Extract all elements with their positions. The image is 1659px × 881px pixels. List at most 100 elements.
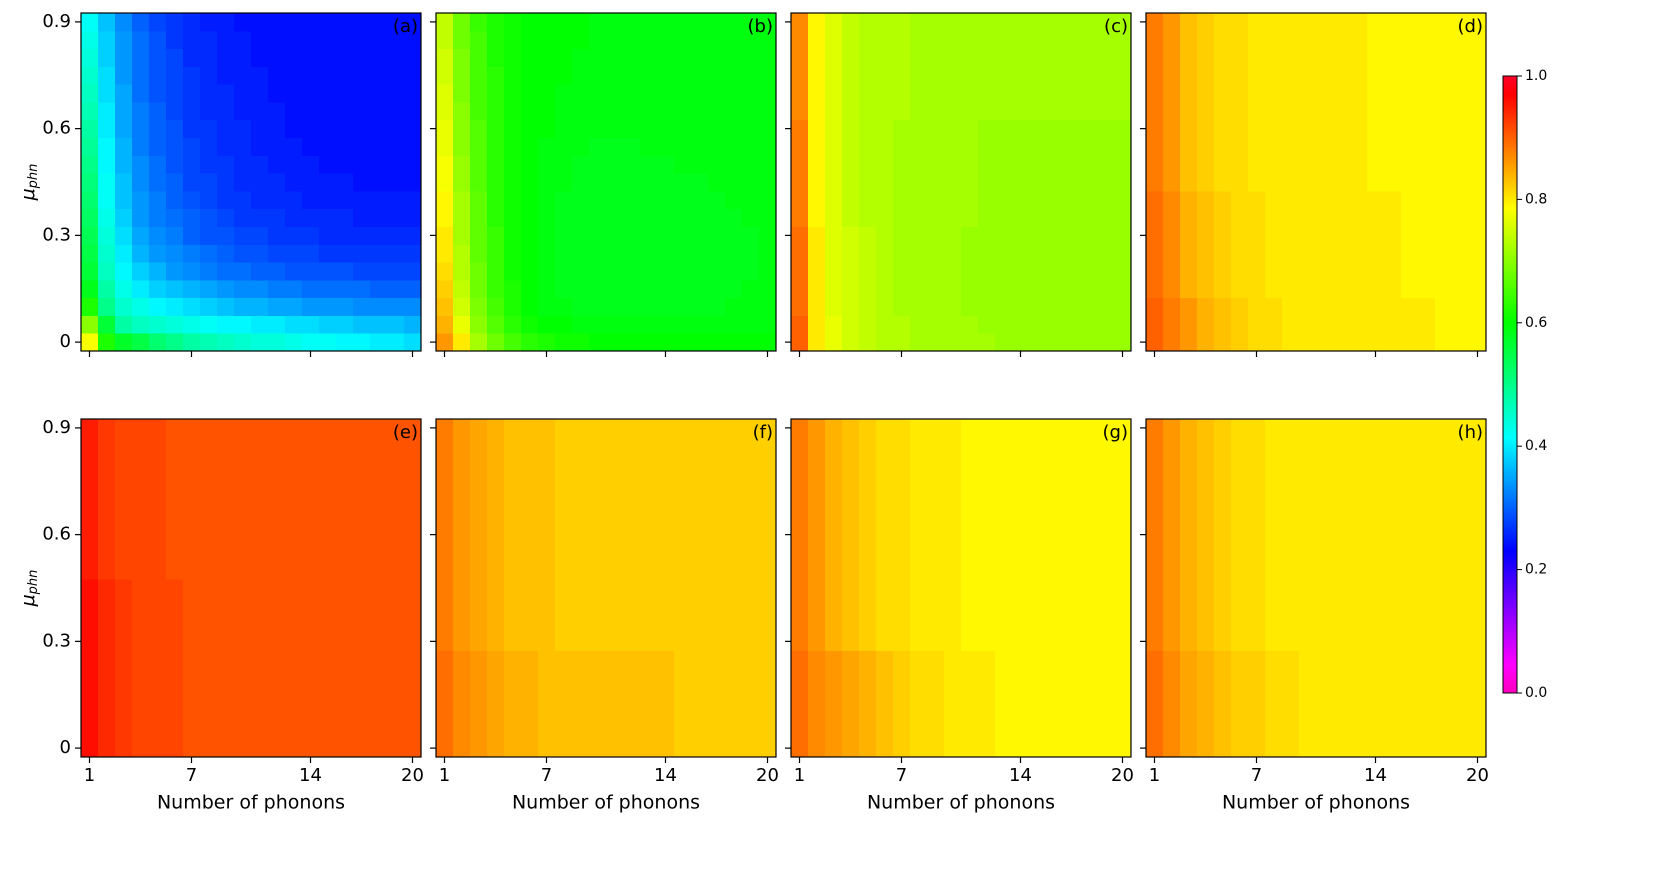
heatmap-cell <box>623 739 641 758</box>
heatmap-cell <box>1469 101 1487 121</box>
heatmap-cell <box>132 454 150 473</box>
heatmap-cell <box>217 13 235 32</box>
heatmap-cell <box>725 262 743 281</box>
heatmap-cell <box>1231 454 1249 473</box>
heatmap-cell <box>708 155 726 174</box>
heatmap-cell <box>825 119 843 139</box>
heatmap-cell <box>859 137 877 156</box>
heatmap-cell <box>759 525 777 545</box>
heatmap-cell <box>1282 703 1300 722</box>
heatmap-cell <box>791 490 809 509</box>
heatmap-cell <box>183 739 201 758</box>
heatmap-cell <box>944 419 962 438</box>
heatmap-cell <box>387 436 405 456</box>
heatmap-cell <box>589 155 607 174</box>
heatmap-cell <box>876 279 894 299</box>
heatmap-cell <box>453 525 471 545</box>
heatmap-cell <box>725 173 743 192</box>
heatmap-cell <box>487 297 505 316</box>
heatmap-cell <box>1046 315 1064 334</box>
heatmap-cell <box>353 454 371 473</box>
heatmap-cell <box>1097 190 1115 210</box>
heatmap-cell <box>555 650 573 669</box>
heatmap-cell <box>1231 419 1249 438</box>
heatmap-cell <box>927 490 945 509</box>
heatmap-cell <box>1197 333 1215 352</box>
heatmap-cell <box>759 137 777 156</box>
heatmap-cell <box>691 190 709 210</box>
heatmap-cell <box>1063 668 1081 687</box>
heatmap-cell <box>791 632 809 651</box>
heatmap-cell <box>1080 632 1098 651</box>
heatmap-cell <box>1114 262 1132 281</box>
heatmap-cell <box>1265 632 1283 651</box>
heatmap-cell <box>1163 262 1181 281</box>
heatmap-cell <box>404 190 422 210</box>
heatmap-cell <box>234 101 252 121</box>
heatmap-cell <box>1384 315 1402 334</box>
heatmap-cell <box>251 685 269 705</box>
heatmap-cell <box>98 650 116 669</box>
heatmap-cell <box>555 226 573 245</box>
heatmap-cell <box>791 614 809 633</box>
heatmap-cell <box>1231 66 1249 85</box>
heatmap-cell <box>876 101 894 121</box>
heatmap-cell <box>572 668 590 687</box>
heatmap-cell <box>487 119 505 139</box>
heatmap-cell <box>504 66 522 85</box>
heatmap-cell <box>1080 119 1098 139</box>
heatmap-cell <box>319 507 337 527</box>
heatmap-cell <box>98 84 116 103</box>
heatmap-cell <box>1063 739 1081 758</box>
heatmap-cell <box>115 84 133 103</box>
heatmap-cell <box>1282 650 1300 669</box>
heatmap-cell <box>842 333 860 352</box>
heatmap-cell <box>504 579 522 598</box>
heatmap-cell <box>1265 119 1283 139</box>
heatmap-cell <box>353 543 371 562</box>
heatmap-cell <box>791 507 809 527</box>
heatmap-cell <box>1231 525 1249 545</box>
heatmap-cell <box>1080 244 1098 263</box>
heatmap-cell <box>404 137 422 156</box>
heatmap-cell <box>453 155 471 174</box>
heatmap-cell <box>251 101 269 121</box>
heatmap-cell <box>1452 507 1470 527</box>
heatmap-cell <box>927 507 945 527</box>
heatmap-cell <box>1114 543 1132 562</box>
heatmap-cell <box>132 525 150 545</box>
heatmap-cell <box>251 668 269 687</box>
heatmap-cell <box>268 155 286 174</box>
heatmap-cell <box>1114 208 1132 227</box>
heatmap-cell <box>995 436 1013 456</box>
heatmap-cell <box>708 614 726 633</box>
heatmap-cell <box>1114 507 1132 527</box>
heatmap-cell <box>1316 650 1334 669</box>
heatmap-cell <box>1214 543 1232 562</box>
heatmap-cell <box>1418 525 1436 545</box>
heatmap-cell <box>387 472 405 491</box>
heatmap-cell <box>1401 30 1419 50</box>
heatmap-cell <box>640 48 658 67</box>
heatmap-cell <box>200 668 218 687</box>
heatmap-cell <box>149 596 167 616</box>
heatmap-cell <box>1435 525 1453 545</box>
heatmap-cell <box>436 685 454 705</box>
heatmap-cell <box>1063 155 1081 174</box>
heatmap-cell <box>217 66 235 85</box>
heatmap-cell <box>217 668 235 687</box>
heatmap-cell <box>640 454 658 473</box>
heatmap-cell <box>1248 30 1266 50</box>
heatmap-cell <box>538 190 556 210</box>
heatmap-cell <box>876 596 894 616</box>
heatmap-cell <box>742 315 760 334</box>
heatmap-cell <box>1316 119 1334 139</box>
heatmap-cell <box>742 650 760 669</box>
heatmap-cell <box>1452 66 1470 85</box>
heatmap-cell <box>1401 244 1419 263</box>
heatmap-cell <box>81 490 99 509</box>
heatmap-cell <box>166 173 184 192</box>
heatmap-cell <box>1282 84 1300 103</box>
heatmap-cell <box>436 579 454 598</box>
heatmap-cell <box>115 543 133 562</box>
